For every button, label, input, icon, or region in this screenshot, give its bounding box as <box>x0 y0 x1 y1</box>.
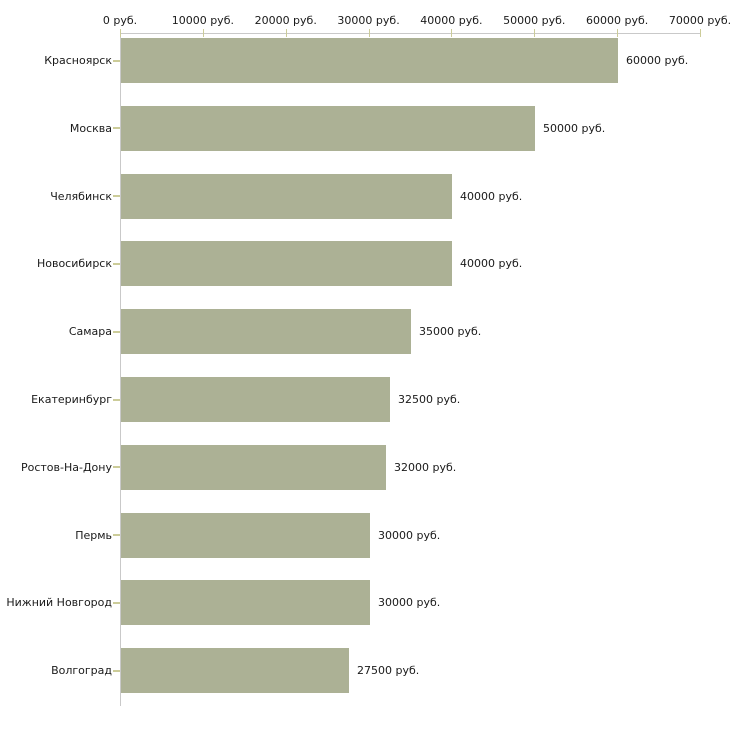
value-label: 30000 руб. <box>378 528 441 542</box>
y-axis-tick <box>113 398 120 401</box>
value-label: 35000 руб. <box>419 325 482 339</box>
category-label: Волгоград <box>51 664 112 678</box>
category-label: Новосибирск <box>36 257 112 271</box>
value-label: 27500 руб. <box>357 664 420 678</box>
category-label: Пермь <box>75 528 112 542</box>
category-label: Ростов-На-Дону <box>20 460 112 474</box>
category-label: Челябинск <box>50 189 112 203</box>
category-label: Нижний Новгород <box>6 596 112 610</box>
x-axis-tick <box>617 29 619 37</box>
value-label: 60000 руб. <box>626 54 689 67</box>
bar-row: Ростов-На-Дону 32000 руб. <box>0 444 730 490</box>
x-axis-tick <box>368 29 370 37</box>
x-axis-tick <box>120 29 121 37</box>
y-axis-tick <box>113 669 120 672</box>
bar <box>121 38 618 83</box>
bar-row: Красноярск 60000 руб. <box>0 38 730 83</box>
bar <box>121 105 535 151</box>
value-label: 30000 руб. <box>378 596 441 610</box>
y-axis <box>120 33 121 706</box>
y-axis-tick <box>113 466 120 469</box>
category-label: Красноярск <box>44 54 112 67</box>
bar <box>121 512 370 558</box>
x-axis-tick-label: 30000 руб. <box>337 14 400 27</box>
bar-row: Пермь 30000 руб. <box>0 512 730 558</box>
bar-row: Новосибирск 40000 руб. <box>0 241 730 287</box>
bar <box>121 309 411 355</box>
y-axis-tick <box>113 534 120 537</box>
bar <box>121 444 386 490</box>
y-axis-tick <box>113 127 120 130</box>
bar-row: Нижний Новгород 30000 руб. <box>0 580 730 626</box>
bar-row: Волгоград 27500 руб. <box>0 648 730 694</box>
category-label: Екатеринбург <box>31 393 112 406</box>
y-axis-tick <box>113 59 120 62</box>
category-label: Москва <box>69 121 112 135</box>
bar <box>121 173 452 219</box>
value-label: 40000 руб. <box>460 189 523 203</box>
bar-row: Москва 50000 руб. <box>0 105 730 151</box>
bar-row: Челябинск 40000 руб. <box>0 173 730 219</box>
value-label: 32500 руб. <box>398 393 461 406</box>
y-axis-tick <box>113 601 120 604</box>
x-axis-tick-label: 20000 руб. <box>254 14 317 27</box>
bar-row: Самара 35000 руб. <box>0 309 730 355</box>
x-axis-tick <box>534 29 536 37</box>
x-axis <box>120 33 701 34</box>
bar <box>121 377 390 422</box>
x-axis-tick <box>451 29 453 37</box>
x-axis-tick-label: 0 руб. <box>102 14 138 27</box>
y-axis-tick <box>113 262 120 265</box>
bar <box>121 241 452 287</box>
x-axis-tick-label: 50000 руб. <box>503 14 566 27</box>
x-axis-tick-label: 60000 руб. <box>586 14 649 27</box>
x-axis-tick <box>285 29 287 37</box>
bar <box>121 648 349 694</box>
y-axis-tick <box>113 195 120 198</box>
x-axis-tick-label: 10000 руб. <box>171 14 234 27</box>
value-label: 40000 руб. <box>460 257 523 271</box>
x-axis-tick-label: 40000 руб. <box>420 14 483 27</box>
category-label: Самара <box>68 325 112 339</box>
value-label: 50000 руб. <box>543 121 606 135</box>
bar <box>121 580 370 626</box>
x-axis-tick <box>700 29 701 37</box>
value-label: 32000 руб. <box>394 460 457 474</box>
bar-row: Екатеринбург 32500 руб. <box>0 377 730 422</box>
y-axis-tick <box>113 330 120 333</box>
x-axis-tick <box>202 29 204 37</box>
x-axis-tick-label: 70000 руб. <box>668 14 730 27</box>
